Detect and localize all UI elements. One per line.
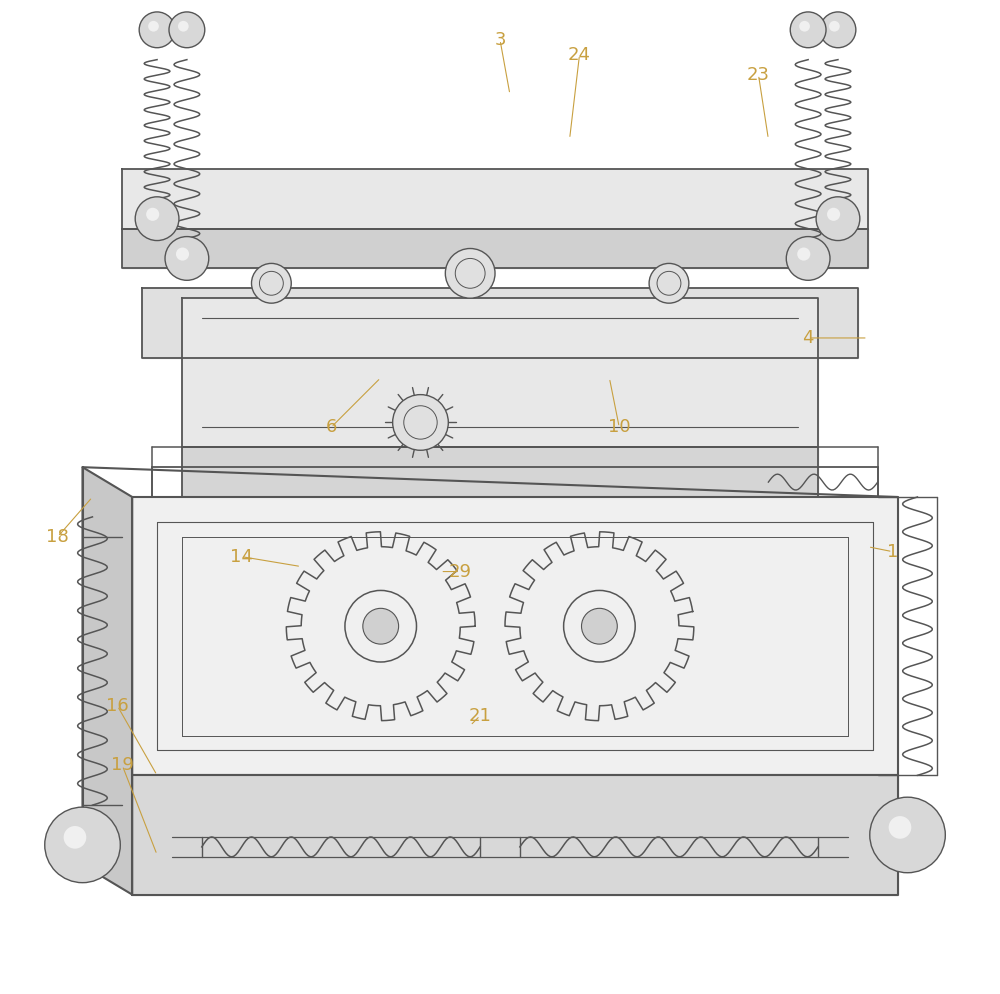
- Text: 16: 16: [106, 697, 129, 715]
- Circle shape: [139, 12, 175, 48]
- Polygon shape: [182, 447, 818, 497]
- Polygon shape: [122, 169, 868, 229]
- Circle shape: [176, 248, 189, 260]
- Circle shape: [582, 608, 617, 644]
- Text: 19: 19: [111, 756, 134, 774]
- Polygon shape: [83, 467, 132, 895]
- Text: 29: 29: [449, 563, 472, 580]
- Circle shape: [146, 208, 159, 221]
- Text: 10: 10: [608, 418, 631, 436]
- Circle shape: [64, 826, 86, 849]
- Circle shape: [649, 263, 689, 303]
- Text: 1: 1: [887, 543, 898, 561]
- Circle shape: [870, 797, 945, 873]
- Text: 14: 14: [230, 548, 253, 566]
- Circle shape: [45, 807, 120, 883]
- Circle shape: [393, 395, 448, 450]
- Text: 18: 18: [46, 528, 69, 546]
- Circle shape: [816, 197, 860, 241]
- Text: 4: 4: [802, 329, 814, 347]
- Circle shape: [790, 12, 826, 48]
- Text: 21: 21: [469, 707, 492, 725]
- Circle shape: [363, 608, 399, 644]
- Text: 6: 6: [325, 418, 337, 436]
- Polygon shape: [132, 497, 898, 775]
- Circle shape: [165, 237, 209, 280]
- Circle shape: [820, 12, 856, 48]
- Circle shape: [829, 21, 840, 32]
- Polygon shape: [122, 229, 868, 268]
- Circle shape: [148, 21, 159, 32]
- Circle shape: [827, 208, 840, 221]
- Circle shape: [178, 21, 189, 32]
- Circle shape: [445, 248, 495, 298]
- Polygon shape: [142, 288, 858, 358]
- Polygon shape: [132, 775, 898, 895]
- Polygon shape: [182, 298, 818, 447]
- Circle shape: [797, 248, 810, 260]
- Circle shape: [799, 21, 810, 32]
- Text: 24: 24: [568, 46, 591, 64]
- Circle shape: [889, 816, 911, 839]
- Text: 3: 3: [494, 31, 506, 49]
- Circle shape: [786, 237, 830, 280]
- Circle shape: [169, 12, 205, 48]
- Text: 23: 23: [747, 66, 770, 83]
- Circle shape: [252, 263, 291, 303]
- Circle shape: [135, 197, 179, 241]
